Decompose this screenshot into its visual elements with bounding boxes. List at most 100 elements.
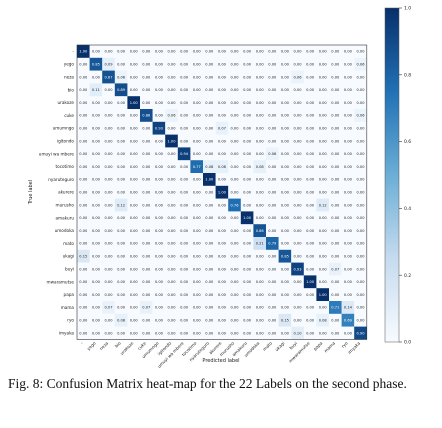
heatmap-cell	[316, 173, 330, 186]
heatmap-cell	[253, 313, 267, 327]
heatmap-cell	[291, 57, 304, 71]
heatmap-cell	[152, 45, 166, 58]
heatmap-cell	[102, 313, 115, 327]
cell-value-label: 0.00	[167, 267, 176, 271]
cell-value-label: 0.00	[344, 267, 353, 271]
cell-value-label: 0.00	[230, 178, 239, 182]
cell-value-label: 1.00	[243, 216, 252, 220]
cell-value-label: 0.00	[243, 88, 252, 92]
heatmap-cell	[114, 249, 128, 263]
heatmap-cell	[102, 96, 115, 110]
cell-value-label: 0.00	[92, 216, 101, 220]
cell-value-label: 0.00	[167, 178, 176, 182]
cell-value-label: 0.00	[218, 229, 227, 233]
heatmap-cell	[341, 262, 355, 276]
y-tick-label: neza	[64, 75, 74, 80]
cell-value-label: 0.00	[205, 63, 214, 67]
heatmap-cell	[228, 313, 241, 327]
cell-value-label: 0.00	[167, 203, 176, 207]
cell-value-label: 0.00	[256, 255, 265, 259]
cell-value-label: 0.00	[92, 229, 101, 233]
heatmap-cell	[266, 57, 279, 71]
cell-value-label: 0.00	[256, 267, 265, 271]
cell-value-label: 0.00	[281, 127, 290, 131]
cell-value-label: 0.00	[205, 114, 214, 118]
heatmap-cell	[278, 275, 292, 289]
heatmap-cell	[127, 262, 141, 276]
cell-value-label: 0.00	[243, 191, 252, 195]
heatmap-cell	[127, 147, 141, 161]
heatmap-cell	[240, 160, 254, 174]
heatmap-cell	[127, 288, 141, 302]
cell-value-label: 0.00	[142, 75, 151, 79]
heatmap-cell	[152, 301, 166, 314]
heatmap-cell	[341, 301, 355, 314]
y-tick-label: ryo	[67, 318, 74, 323]
heatmap-cell	[266, 45, 279, 58]
cell-value-label: 0.00	[142, 165, 151, 169]
heatmap-cell	[278, 237, 292, 250]
heatmap-cell	[354, 173, 367, 186]
cell-value-label: 0.00	[268, 280, 277, 284]
heatmap-cell	[203, 134, 216, 148]
cell-value-label: 0.00	[117, 293, 126, 297]
cell-value-label: 0.00	[205, 127, 214, 131]
heatmap-cell	[278, 45, 292, 58]
heatmap-cell	[278, 313, 292, 327]
heatmap-cell	[165, 198, 178, 212]
heatmap-cell	[190, 237, 204, 250]
heatmap-cell	[89, 45, 103, 58]
heatmap-cell	[215, 83, 229, 97]
heatmap-cell	[165, 96, 178, 110]
cell-value-label: 0.00	[130, 203, 139, 207]
cell-value-label: 0.00	[256, 280, 265, 284]
cell-value-label: 0.00	[306, 75, 315, 79]
cell-value-label: 0.00	[281, 139, 290, 143]
heatmap-cell	[203, 173, 216, 186]
heatmap-cell	[329, 173, 342, 186]
heatmap-cell	[341, 57, 355, 71]
heatmap-cell	[89, 70, 103, 84]
heatmap-cell	[152, 275, 166, 289]
heatmap-cell	[89, 147, 103, 161]
heatmap-cell	[266, 198, 279, 212]
cell-value-label: 0.00	[142, 242, 151, 246]
cell-value-label: 0.00	[356, 267, 365, 271]
cell-value-label: 0.00	[306, 165, 315, 169]
cell-value-label: 0.00	[243, 127, 252, 131]
cell-value-label: 0.00	[205, 50, 214, 54]
heatmap-cell	[114, 288, 128, 302]
cell-value-label: 0.00	[79, 267, 88, 271]
cell-value-label: 0.00	[293, 191, 302, 195]
cell-value-label: 0.00	[356, 216, 365, 220]
cell-value-label: 0.00	[230, 267, 239, 271]
cell-value-label: 0.00	[256, 152, 265, 156]
cell-value-label: 0.00	[142, 139, 151, 143]
heatmap-cell	[215, 96, 229, 110]
heatmap-cell	[102, 109, 115, 122]
cell-value-label: 0.00	[104, 293, 113, 297]
heatmap-cell	[89, 57, 103, 71]
heatmap-cell	[102, 262, 115, 276]
cell-value-label: 0.00	[293, 178, 302, 182]
heatmap-cell	[240, 198, 254, 212]
cell-value-label: 0.00	[79, 242, 88, 246]
heatmap-cell	[215, 326, 229, 340]
heatmap-cell	[190, 160, 204, 174]
heatmap-cell	[303, 275, 317, 289]
heatmap-cell	[341, 288, 355, 302]
heatmap-cell	[278, 326, 292, 340]
cell-value-label: 0.00	[243, 50, 252, 54]
cell-value-label: 0.00	[155, 267, 164, 271]
heatmap-cell	[203, 160, 216, 174]
heatmap-cell	[152, 326, 166, 340]
heatmap-cell	[77, 326, 90, 340]
cell-value-label: 0.00	[306, 306, 315, 310]
heatmap-cell	[316, 326, 330, 340]
cell-value-label: 0.00	[155, 178, 164, 182]
heatmap-cell	[341, 185, 355, 199]
heatmap-cell	[354, 121, 367, 135]
y-tick-label: mwaramutse	[47, 279, 75, 284]
heatmap-cell	[190, 185, 204, 199]
cell-value-label: 0.00	[142, 280, 151, 284]
